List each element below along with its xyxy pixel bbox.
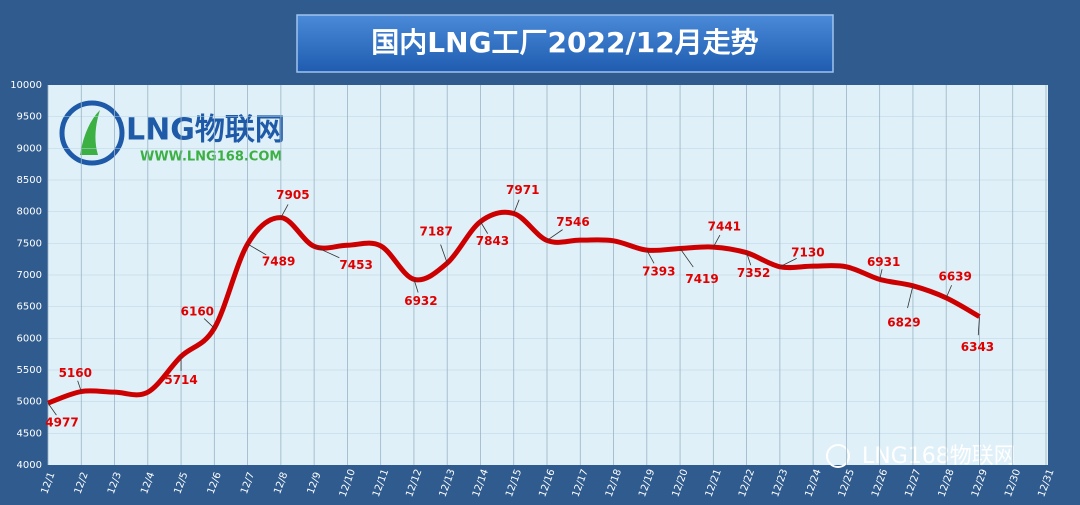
chart-title: 国内LNG工厂2022/12月走势 [371, 26, 758, 59]
logo: LNG物联网 WWW.LNG168.COM [59, 100, 285, 166]
leader-line [513, 199, 520, 214]
logo-icon [59, 100, 125, 166]
data-label: 5714 [164, 373, 197, 387]
data-label: 6829 [887, 315, 920, 329]
y-tick-label: 4500 [17, 428, 42, 439]
y-tick-label: 5500 [17, 365, 42, 376]
leader-line [77, 380, 82, 392]
leader-line [247, 243, 267, 256]
leader-line [679, 248, 694, 268]
data-label: 6160 [181, 305, 214, 319]
logo-url: WWW.LNG168.COM [140, 150, 282, 165]
data-label: 7843 [476, 234, 509, 248]
leader-line [746, 252, 752, 266]
leader-line [907, 285, 914, 309]
watermark: LNG168物联网 [862, 444, 1016, 469]
leader-line [440, 244, 448, 264]
y-tick-label: 8000 [17, 207, 42, 218]
y-tick-label: 9000 [17, 143, 42, 154]
data-label: 7453 [339, 258, 372, 272]
leader-line [546, 229, 563, 241]
data-label: 7130 [791, 245, 824, 259]
y-tick-label: 8500 [17, 175, 42, 186]
data-label: 7187 [419, 225, 452, 239]
logo-leaf [80, 110, 100, 155]
data-label: 4977 [45, 416, 78, 430]
data-label: 7352 [737, 266, 770, 280]
y-tick-label: 7500 [17, 238, 42, 249]
data-label: 7393 [642, 265, 675, 279]
line [47, 209, 981, 406]
data-label: 6932 [404, 294, 437, 308]
y-tick-label: 9500 [17, 112, 42, 123]
leader-line [280, 204, 289, 218]
data-label: 7441 [708, 220, 741, 234]
data-label: 7419 [685, 272, 718, 286]
data-label: 7971 [506, 183, 539, 197]
leader-line [945, 285, 952, 299]
wechat-icon [826, 444, 850, 468]
leader-line [879, 269, 883, 280]
data-label: 6931 [867, 255, 900, 269]
y-tick-label: 6000 [17, 333, 42, 344]
leader-line [313, 245, 340, 259]
leader-line [779, 258, 797, 268]
logo-text: LNG物联网 [126, 113, 285, 148]
leader-line [413, 279, 419, 293]
y-tick-label: 6500 [17, 302, 42, 313]
y-tick-label: 4000 [17, 460, 42, 471]
data-label: 5160 [59, 366, 92, 380]
leader-line [480, 221, 489, 234]
y-tick-label: 10000 [10, 80, 42, 91]
data-label: 7905 [276, 188, 309, 202]
leader-line [47, 402, 57, 416]
leader-line [646, 249, 655, 264]
leader-line [203, 318, 215, 329]
data-label: 7546 [556, 215, 589, 229]
y-tick-label: 5000 [17, 397, 42, 408]
title-box [296, 14, 834, 73]
data-label: 6343 [961, 340, 994, 354]
data-label: 6639 [938, 269, 971, 283]
y-tick-label: 7000 [17, 270, 42, 281]
data-label: 7489 [262, 255, 295, 269]
leader-line [712, 234, 721, 248]
leader-line [977, 316, 980, 336]
